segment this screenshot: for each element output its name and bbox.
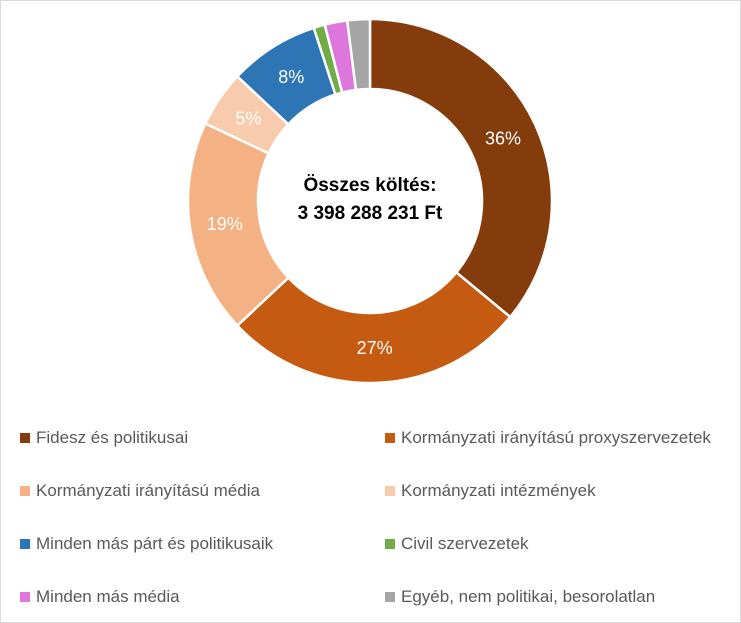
center-total: 3 398 288 231 Ft <box>297 203 443 224</box>
slice-data-label: 19% <box>207 214 243 234</box>
chart-legend: Fidesz és politikusai Kormányzati irányí… <box>0 420 741 620</box>
legend-label: Kormányzati irányítású proxyszervezetek <box>401 428 711 447</box>
legend-swatch <box>385 433 395 443</box>
legend-item-gov-media: Kormányzati irányítású média <box>20 477 260 505</box>
legend-item-other-parties: Minden más párt és politikusaik <box>20 530 273 558</box>
slice-data-label: 8% <box>278 67 304 87</box>
donut-slice <box>235 270 512 385</box>
donut-center-label: Összes költés: 3 398 288 231 Ft <box>270 172 470 228</box>
slice-data-label: 27% <box>357 338 393 358</box>
legend-item-other-media: Minden más média <box>20 583 180 611</box>
legend-swatch <box>20 433 30 443</box>
donut-slice <box>345 17 372 92</box>
legend-label: Fidesz és politikusai <box>36 428 189 447</box>
slice-data-label: 36% <box>485 128 521 148</box>
legend-item-proxy: Kormányzati irányítású proxyszervezetek <box>385 424 711 452</box>
legend-label: Kormányzati irányítású média <box>36 481 260 500</box>
legend-label: Kormányzati intézmények <box>401 481 596 500</box>
legend-swatch <box>20 592 30 602</box>
legend-label: Minden más média <box>36 587 180 606</box>
legend-swatch <box>385 539 395 549</box>
legend-item-civil: Civil szervezetek <box>385 530 529 558</box>
legend-swatch <box>20 539 30 549</box>
legend-label: Egyéb, nem politikai, besorolatlan <box>401 587 656 606</box>
legend-swatch <box>20 486 30 496</box>
legend-item-other-unclassified: Egyéb, nem politikai, besorolatlan <box>385 583 655 611</box>
legend-label: Minden más párt és politikusaik <box>36 534 274 553</box>
legend-swatch <box>385 486 395 496</box>
donut-slice <box>368 17 554 319</box>
legend-swatch <box>385 592 395 602</box>
legend-label: Civil szervezetek <box>401 534 529 553</box>
legend-item-fidesz: Fidesz és politikusai <box>20 424 188 452</box>
center-title: Összes költés: <box>303 175 437 196</box>
legend-item-gov-institutions: Kormányzati intézmények <box>385 477 596 505</box>
slice-data-label: 5% <box>235 108 261 128</box>
